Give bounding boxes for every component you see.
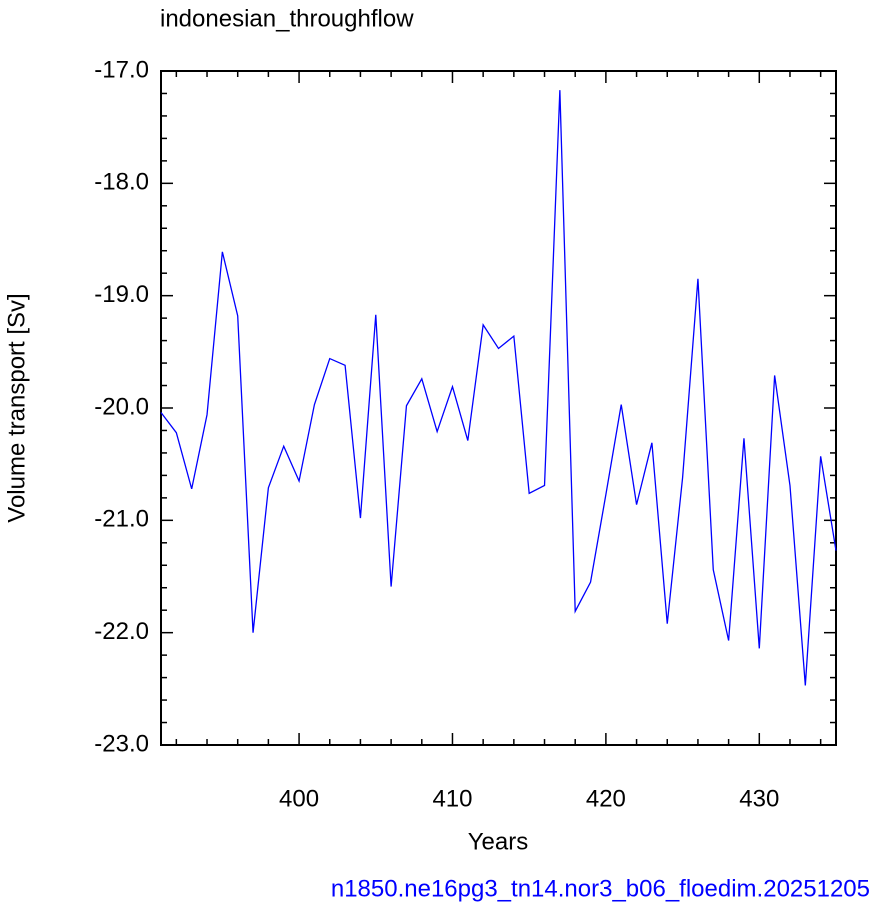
y-tick-label: -18.0	[94, 169, 149, 196]
y-axis-label: Volume transport [Sv]	[3, 293, 30, 522]
x-axis-label: Years	[468, 828, 529, 855]
footer: n1850.ne16pg3_tn14.nor3_b06_floedim.2025…	[331, 875, 870, 902]
y-tick-label: -22.0	[94, 618, 149, 645]
x-tick-label: 400	[279, 785, 319, 812]
plot-frame	[160, 70, 837, 746]
x-tick-label: 410	[432, 785, 472, 812]
y-tick-label: -17.0	[94, 56, 149, 83]
y-tick-label: -20.0	[94, 393, 149, 420]
y-tick-label: -23.0	[94, 730, 149, 757]
y-tick-label: -21.0	[94, 506, 149, 533]
chart-title: indonesian_throughflow	[160, 5, 414, 32]
data-line	[160, 90, 837, 686]
x-tick-label: 420	[586, 785, 626, 812]
x-tick-label: 430	[739, 785, 779, 812]
y-tick-label: -19.0	[94, 281, 149, 308]
